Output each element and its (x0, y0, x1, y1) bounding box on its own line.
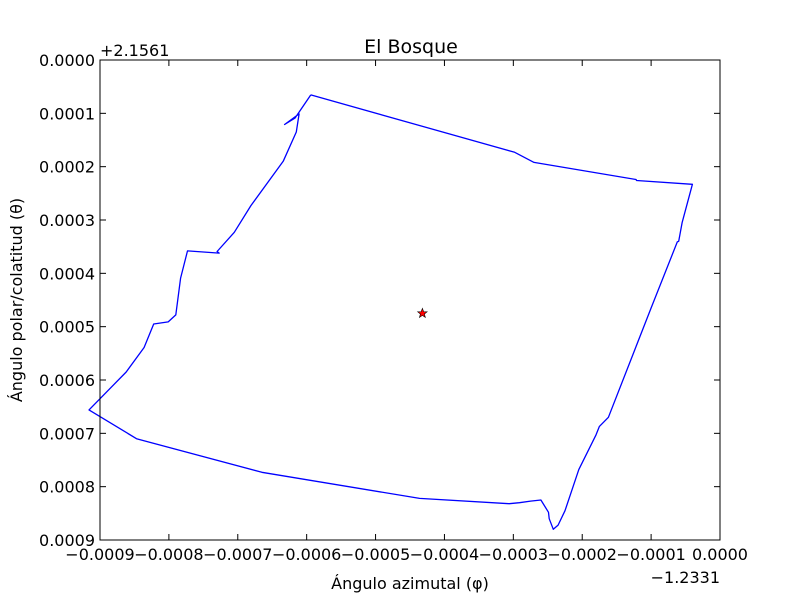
plot-data-layer (88, 94, 694, 530)
boundary-line (88, 94, 694, 530)
y-axis-offset-label: +2.1561 (100, 41, 169, 60)
x-tick-label: −0.0003 (479, 545, 548, 564)
x-tick-label: −0.0001 (616, 545, 685, 564)
x-axis-label: Ángulo azimutal (φ) (331, 574, 489, 593)
y-tick-label: 0.0004 (39, 264, 95, 283)
y-tick-label: 0.0001 (39, 104, 95, 123)
x-axis-offset-label: −1.2331 (651, 568, 720, 587)
center-star-marker (416, 307, 428, 319)
y-axis-ticks: 0.0000 0.0001 0.0002 0.0003 0.0004 0.0005 0.00… (39, 51, 720, 550)
y-tick-label: 0.0006 (39, 371, 95, 390)
y-tick-label: 0.0005 (39, 318, 95, 337)
x-tick-label: 0.0000 (692, 545, 748, 564)
x-tick-label: −0.0002 (548, 545, 617, 564)
y-tick-label: 0.0009 (39, 531, 95, 550)
x-tick-label: −0.0005 (341, 545, 410, 564)
x-tick-label: −0.0008 (134, 545, 203, 564)
x-axis-ticks: −0.0009 −0.0008 −0.0007 −0.0006 −0.0005 −0.00… (65, 60, 748, 564)
x-tick-label: −0.0009 (65, 545, 134, 564)
y-tick-label: 0.0003 (39, 211, 95, 230)
plot-area-frame (99, 59, 721, 541)
x-tick-label: −0.0006 (272, 545, 341, 564)
y-tick-label: 0.0000 (39, 51, 95, 70)
x-tick-label: −0.0004 (410, 545, 479, 564)
chart-title: El Bosque (364, 36, 458, 58)
y-tick-label: 0.0008 (39, 478, 95, 497)
x-tick-label: −0.0007 (203, 545, 272, 564)
y-tick-label: 0.0002 (39, 158, 95, 177)
y-axis-label: Ángulo polar/colatitud (θ) (7, 198, 26, 402)
y-tick-label: 0.0007 (39, 424, 95, 443)
